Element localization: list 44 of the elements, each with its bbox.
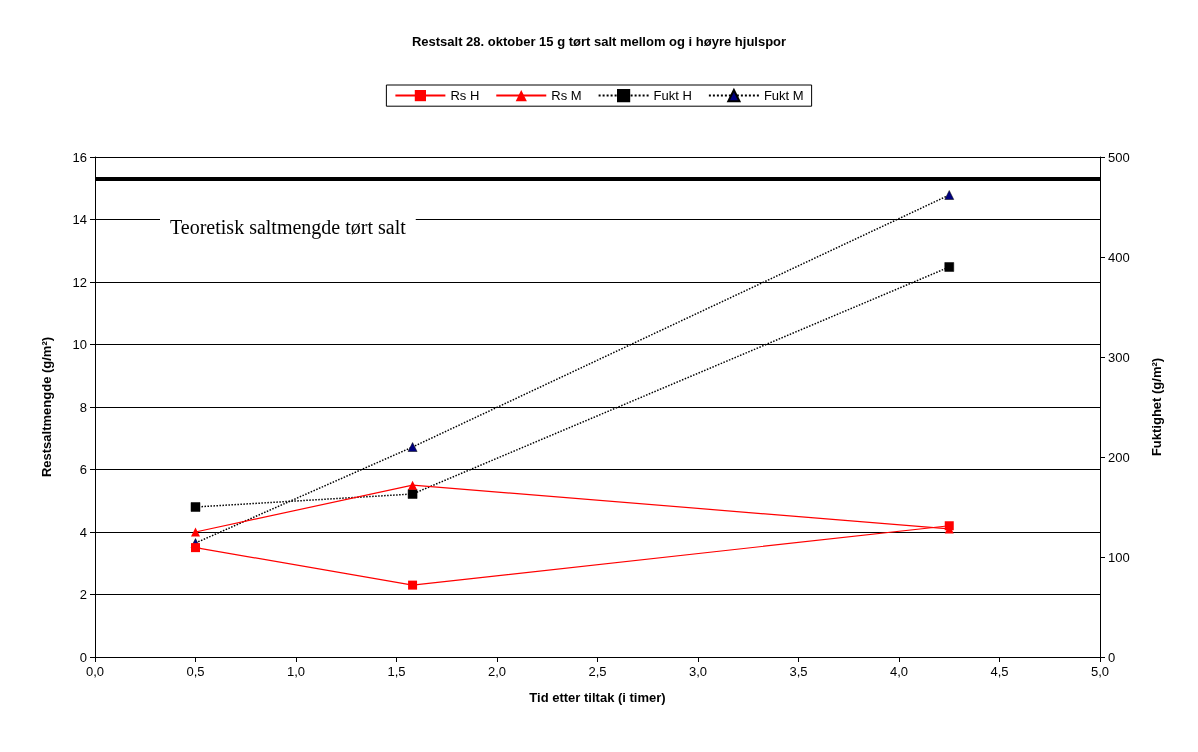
y-tick-label: 0 bbox=[79, 649, 87, 665]
point bbox=[407, 442, 418, 452]
y-tick-label: 8 bbox=[79, 399, 87, 415]
point bbox=[408, 480, 418, 490]
x-tick-label: 3,0 bbox=[688, 664, 708, 679]
y-tick-label: 10 bbox=[72, 337, 87, 352]
y2-tick-label: 200 bbox=[1108, 449, 1130, 465]
x-tick-label: 2,0 bbox=[487, 664, 507, 679]
x-tick-label: 0,0 bbox=[85, 664, 105, 679]
y-axis-title: Restsaltmengde (g/m²) bbox=[39, 336, 54, 478]
x-tick-label: 0,5 bbox=[186, 664, 205, 679]
legend-label: Rs H bbox=[450, 88, 480, 104]
x-tick-label: 4,0 bbox=[889, 664, 909, 679]
point bbox=[944, 190, 954, 200]
x-tick-label: 4,5 bbox=[990, 664, 1009, 679]
x-tick-label: 5,0 bbox=[1090, 664, 1110, 679]
point bbox=[190, 502, 201, 512]
x-tick-label: 1,0 bbox=[286, 664, 306, 679]
point bbox=[191, 527, 200, 537]
legend-label: Rs M bbox=[551, 88, 582, 104]
y2-tick-label: 0 bbox=[1108, 649, 1116, 665]
y-tick-label: 4 bbox=[79, 524, 87, 540]
y2-axis-title: Fuktighet (g/m²) bbox=[1149, 357, 1164, 457]
legend-label: Fukt M bbox=[763, 88, 804, 104]
y-tick-label: 14 bbox=[72, 212, 87, 227]
y2-tick-label: 400 bbox=[1108, 249, 1130, 265]
y2-tick-label: 300 bbox=[1108, 349, 1130, 365]
y-tick-label: 2 bbox=[79, 587, 87, 602]
x-tick-label: 1,5 bbox=[387, 664, 406, 679]
x-tick-label: 3,5 bbox=[789, 664, 808, 679]
y-tick-label: 12 bbox=[72, 274, 87, 290]
legend-label: Fukt H bbox=[653, 88, 692, 104]
chart-title: Restsalt 28. oktober 15 g tørt salt mellom og i høyre hjulspor bbox=[411, 34, 787, 49]
y-tick-label: 6 bbox=[79, 462, 87, 477]
point bbox=[407, 489, 418, 499]
ref-line-label: Teoretisk saltmengde tørt salt bbox=[170, 215, 407, 239]
y2-tick-label: 100 bbox=[1108, 549, 1130, 565]
point bbox=[944, 262, 954, 272]
point bbox=[408, 580, 418, 590]
y-tick-label: 16 bbox=[72, 149, 87, 165]
x-tick-label: 2,5 bbox=[588, 664, 607, 679]
x-axis-title: Tid etter tiltak (i timer) bbox=[529, 690, 666, 705]
y2-tick-label: 500 bbox=[1108, 149, 1130, 165]
point bbox=[191, 543, 200, 553]
